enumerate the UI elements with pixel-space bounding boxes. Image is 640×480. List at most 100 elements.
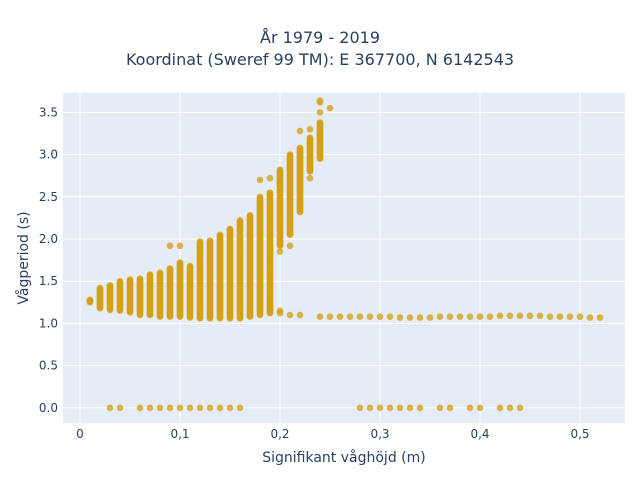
data-point: [286, 151, 294, 158]
data-point: [596, 314, 604, 321]
data-point: [376, 404, 384, 412]
data-point: [316, 109, 324, 116]
data-point: [116, 404, 124, 412]
data-point: [556, 313, 564, 321]
data-point: [186, 262, 194, 270]
x-tick-label: 0,4: [470, 427, 489, 441]
data-point: [356, 404, 364, 412]
data-point: [166, 404, 174, 412]
y-tick-labels: 0.0 0.5 1.0 1.5 2.0 2.5 3.0 3.5: [39, 105, 58, 414]
data-point: [376, 313, 384, 321]
x-tick-label: 0,1: [170, 427, 189, 441]
data-point: [176, 242, 184, 250]
data-point: [296, 127, 304, 135]
data-point: [576, 313, 584, 321]
data-point: [266, 252, 274, 260]
y-tick-label: 2.5: [39, 190, 58, 204]
grid-lines: [63, 93, 625, 423]
x-tick-label: 0,5: [570, 427, 589, 441]
data-point: [196, 404, 204, 412]
data-point: [96, 284, 104, 292]
chart-title: År 1979 - 2019: [260, 28, 380, 47]
plot-area: [63, 93, 625, 423]
data-point: [276, 166, 284, 174]
data-point: [416, 314, 424, 321]
data-point: [496, 404, 504, 412]
data-point: [266, 303, 274, 310]
data-point: [196, 238, 204, 245]
data-point: [256, 176, 264, 184]
data-point: [476, 313, 484, 321]
x-axis-title: Signifikant våghöjd (m): [262, 449, 425, 466]
data-point: [396, 404, 404, 412]
data-point: [506, 312, 514, 320]
y-tick-label: 0.5: [39, 359, 58, 373]
data-point: [306, 134, 314, 141]
y-tick-label: 0.0: [39, 401, 58, 415]
data-point: [186, 404, 194, 412]
x-tick-label: 0: [76, 427, 84, 441]
data-point: [176, 404, 184, 412]
data-point: [236, 217, 244, 224]
data-point: [466, 313, 474, 321]
data-point: [136, 404, 144, 412]
data-point: [536, 312, 544, 320]
data-point: [166, 265, 174, 272]
y-tick-label: 1.5: [39, 274, 58, 288]
x-tick-label: 0,2: [270, 427, 289, 441]
data-point: [296, 144, 304, 152]
data-point: [316, 97, 324, 104]
data-point: [156, 404, 164, 412]
data-point: [266, 189, 274, 196]
data-point: [216, 231, 224, 239]
data-point: [406, 314, 414, 321]
data-point: [366, 404, 374, 412]
data-point: [86, 296, 94, 304]
data-point: [266, 284, 274, 292]
data-point: [526, 312, 534, 320]
chart-subtitle: Koordinat (Sweref 99 TM): E 367700, N 61…: [125, 50, 515, 69]
x-tick-labels: 0 0,1 0,2 0,3 0,4 0,5: [76, 427, 589, 441]
y-tick-label: 2.0: [39, 232, 58, 246]
data-point: [216, 404, 224, 412]
data-point: [136, 275, 144, 283]
data-point: [566, 313, 574, 321]
y-axis-title: Vågperiod (s): [15, 211, 32, 304]
data-point: [446, 404, 454, 412]
data-point: [116, 277, 124, 285]
data-point: [436, 404, 444, 412]
data-point: [106, 404, 114, 412]
data-point: [416, 404, 424, 412]
data-point: [266, 269, 274, 277]
data-point: [346, 313, 354, 321]
data-point: [296, 311, 304, 319]
data-point: [316, 313, 324, 321]
data-point: [426, 314, 434, 321]
data-point: [236, 404, 244, 412]
data-point: [286, 242, 294, 250]
data-point: [396, 314, 404, 321]
data-point: [256, 193, 264, 201]
data-point: [206, 237, 214, 244]
data-point: [206, 404, 214, 412]
data-point: [316, 119, 324, 126]
data-point: [506, 404, 514, 412]
data-point: [266, 296, 274, 304]
data-point: [546, 313, 554, 321]
data-point: [156, 269, 164, 277]
data-point: [516, 404, 524, 412]
data-point: [306, 126, 314, 133]
data-point: [146, 271, 154, 278]
data-point: [146, 404, 154, 412]
data-point: [306, 174, 314, 182]
data-point: [356, 313, 364, 321]
data-point: [246, 212, 254, 219]
data-point: [586, 314, 594, 321]
data-point: [126, 276, 134, 283]
y-tick-label: 1.0: [39, 316, 58, 330]
data-point: [226, 225, 234, 233]
data-point: [366, 313, 374, 321]
data-points: [86, 97, 604, 412]
data-point: [476, 404, 484, 412]
